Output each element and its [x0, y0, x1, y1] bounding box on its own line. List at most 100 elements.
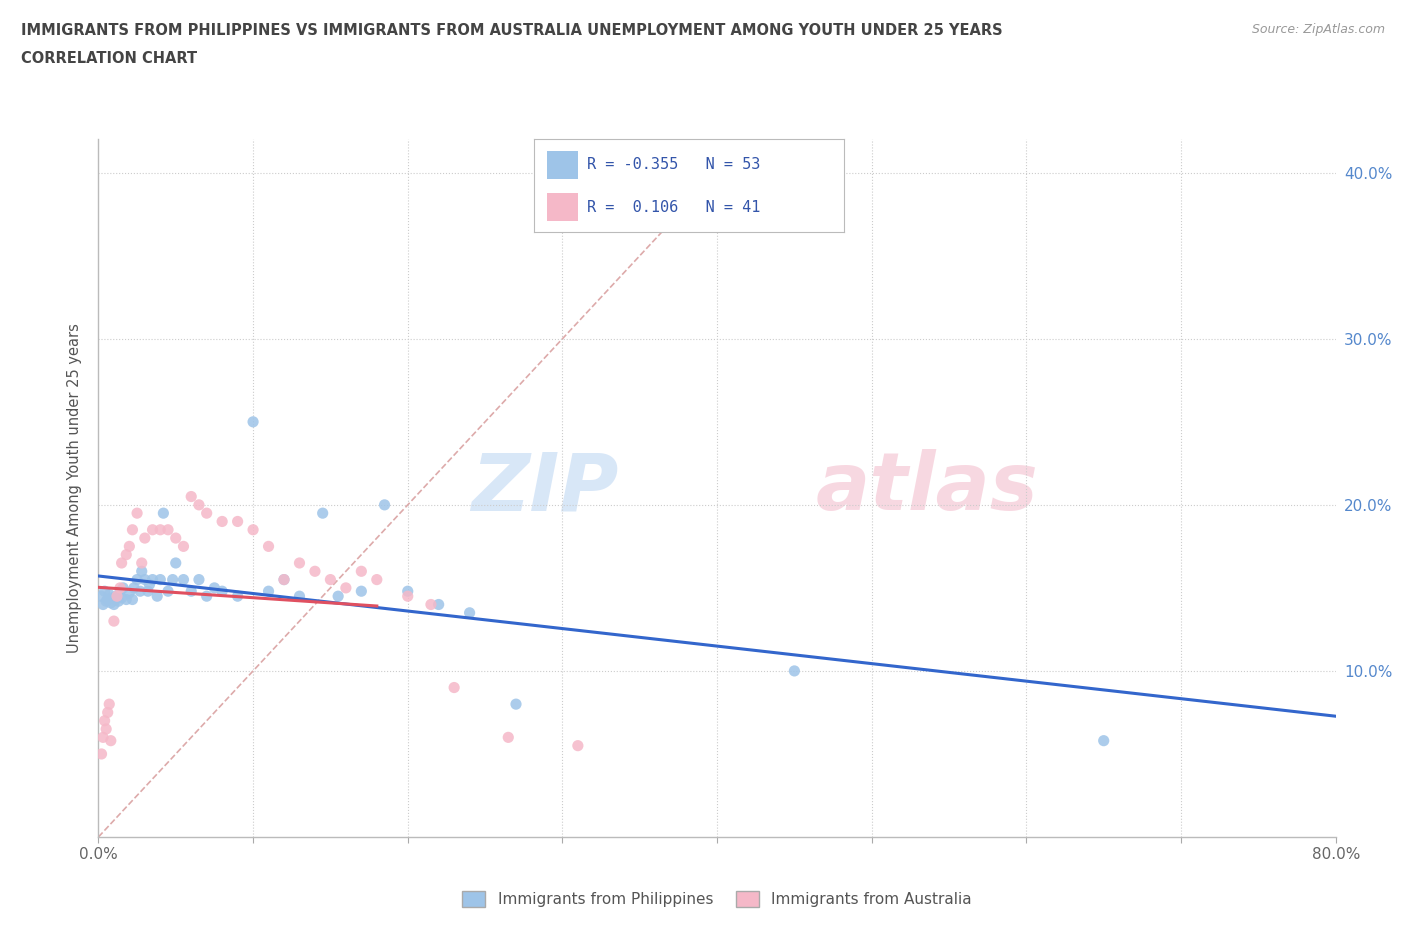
- Point: [118, 586, 141, 601]
- Point: [162, 572, 184, 587]
- Point: [180, 584, 202, 599]
- Y-axis label: Unemployment Among Youth under 25 years: Unemployment Among Youth under 25 years: [67, 324, 83, 653]
- Point: [783, 663, 806, 678]
- Point: [108, 580, 131, 595]
- Point: [149, 523, 172, 538]
- Legend: Immigrants from Philippines, Immigrants from Australia: Immigrants from Philippines, Immigrants …: [457, 884, 977, 913]
- Point: [173, 539, 195, 554]
- Point: [96, 593, 118, 608]
- Text: ZIP: ZIP: [471, 449, 619, 527]
- Point: [312, 506, 335, 521]
- Point: [288, 555, 311, 570]
- Point: [427, 597, 450, 612]
- Point: [131, 564, 153, 578]
- Point: [149, 572, 172, 587]
- Point: [91, 597, 114, 612]
- Point: [112, 580, 135, 595]
- Point: [98, 697, 121, 711]
- Point: [100, 595, 122, 610]
- Point: [180, 489, 202, 504]
- Text: IMMIGRANTS FROM PHILIPPINES VS IMMIGRANTS FROM AUSTRALIA UNEMPLOYMENT AMONG YOUT: IMMIGRANTS FROM PHILIPPINES VS IMMIGRANT…: [21, 23, 1002, 38]
- Point: [458, 605, 481, 620]
- Point: [1092, 733, 1115, 748]
- Point: [127, 572, 149, 587]
- Point: [443, 680, 465, 695]
- Point: [374, 498, 396, 512]
- Point: [366, 572, 388, 587]
- Point: [335, 580, 357, 595]
- Point: [122, 580, 145, 595]
- Text: CORRELATION CHART: CORRELATION CHART: [21, 51, 197, 66]
- Point: [121, 523, 143, 538]
- Point: [242, 415, 264, 430]
- Point: [142, 572, 165, 587]
- Point: [567, 738, 589, 753]
- Point: [226, 514, 249, 529]
- Point: [396, 584, 419, 599]
- Point: [96, 722, 118, 737]
- Point: [173, 572, 195, 587]
- Point: [134, 572, 156, 587]
- Point: [157, 523, 180, 538]
- Point: [157, 584, 180, 599]
- Point: [104, 592, 127, 607]
- Point: [105, 589, 128, 604]
- Point: [111, 555, 134, 570]
- Point: [121, 592, 143, 607]
- Bar: [547, 151, 578, 179]
- Text: Source: ZipAtlas.com: Source: ZipAtlas.com: [1251, 23, 1385, 36]
- Point: [103, 614, 125, 629]
- Point: [118, 539, 141, 554]
- Point: [142, 523, 165, 538]
- Point: [152, 506, 174, 521]
- Point: [204, 580, 226, 595]
- Text: R = -0.355   N = 53: R = -0.355 N = 53: [586, 157, 761, 172]
- Point: [136, 584, 159, 599]
- Point: [226, 589, 249, 604]
- Point: [498, 730, 520, 745]
- Point: [242, 523, 264, 538]
- Point: [115, 592, 138, 607]
- Point: [134, 531, 156, 546]
- Point: [195, 589, 218, 604]
- Point: [138, 578, 160, 592]
- Point: [98, 587, 121, 602]
- Point: [211, 514, 233, 529]
- Point: [165, 555, 187, 570]
- Point: [304, 564, 326, 578]
- Point: [326, 589, 350, 604]
- Point: [107, 593, 129, 608]
- Point: [505, 697, 527, 711]
- Point: [350, 564, 373, 578]
- Text: atlas: atlas: [815, 449, 1039, 527]
- Point: [101, 591, 124, 605]
- Point: [93, 584, 115, 599]
- Text: R =  0.106   N = 41: R = 0.106 N = 41: [586, 200, 761, 215]
- Point: [97, 592, 120, 607]
- Point: [105, 589, 128, 604]
- Point: [91, 730, 114, 745]
- Bar: [547, 193, 578, 221]
- Point: [108, 584, 131, 599]
- Point: [93, 713, 115, 728]
- Point: [90, 747, 112, 762]
- Point: [350, 584, 373, 599]
- Point: [127, 506, 149, 521]
- Point: [319, 572, 342, 587]
- Point: [129, 584, 152, 599]
- Point: [103, 597, 125, 612]
- Point: [100, 733, 122, 748]
- Point: [97, 705, 120, 720]
- Point: [165, 531, 187, 546]
- Point: [257, 584, 280, 599]
- Point: [396, 589, 419, 604]
- Point: [273, 572, 295, 587]
- Point: [188, 572, 211, 587]
- Point: [146, 589, 169, 604]
- Point: [188, 498, 211, 512]
- Point: [131, 555, 153, 570]
- Point: [211, 584, 233, 599]
- Point: [195, 506, 218, 521]
- Point: [288, 589, 311, 604]
- Point: [90, 589, 112, 604]
